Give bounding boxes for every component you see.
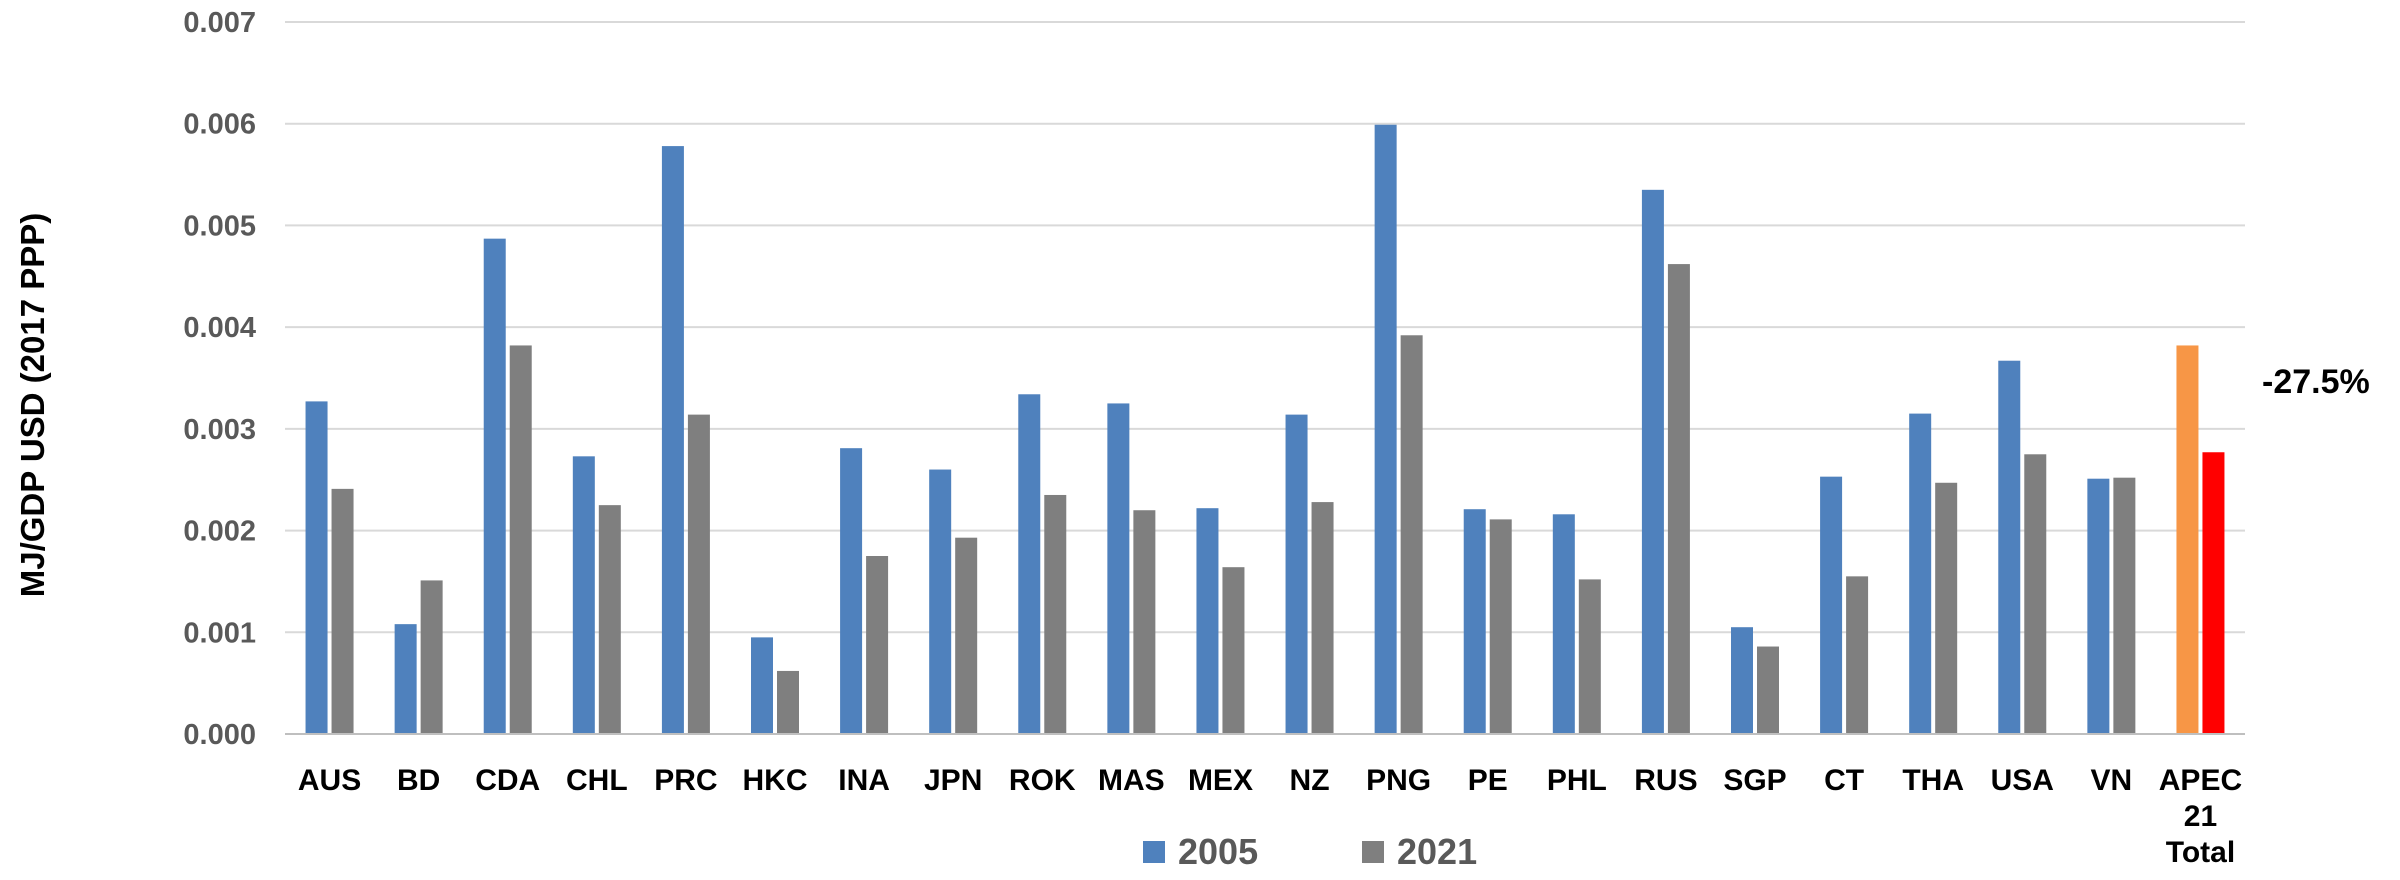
bar-2005-mas <box>1107 403 1130 734</box>
bar-2021-nz <box>1311 502 1334 734</box>
bar-2005-apec-21-total <box>2176 345 2199 734</box>
x-tick-label: THA <box>1902 764 1964 797</box>
bar-2021-cda <box>509 345 532 734</box>
x-tick-label: CHL <box>566 764 628 797</box>
x-tick-label: PRC <box>654 764 717 797</box>
x-tick-label: PE <box>1468 764 1508 797</box>
x-tick-label: PNG <box>1366 764 1431 797</box>
x-tick-label: CDA <box>475 764 540 797</box>
bar-2021-prc <box>687 414 710 734</box>
bar-2021-png <box>1400 335 1423 734</box>
bar-2005-mex <box>1196 508 1219 734</box>
bar-2005-ina <box>840 448 863 734</box>
x-tick-label: MEX <box>1188 764 1253 797</box>
bar-2005-prc <box>661 146 684 734</box>
bar-2021-bd <box>420 580 443 734</box>
bar-2021-usa <box>2024 454 2047 734</box>
y-axis-ticks: 0.000 0.001 0.002 0.003 0.004 0.005 0.006 0.007 <box>183 7 256 751</box>
bar-2005-rok <box>1018 394 1041 734</box>
bar-2005-pe <box>1463 509 1486 734</box>
legend: 2005 2021 <box>1143 831 1477 872</box>
x-axis-category-labels: AUS BD CDA CHL PRC HKC INA JPN ROK MAS MEX NZ PNG PE P… <box>298 764 2242 869</box>
y-tick-label: 0.000 <box>183 719 256 751</box>
x-tick-label: CT <box>1824 764 1864 797</box>
bar-2021-ina <box>866 556 889 734</box>
x-tick-label: RUS <box>1634 764 1697 797</box>
legend-swatch-2005 <box>1143 841 1165 863</box>
bar-2021-mex <box>1222 567 1245 734</box>
bars <box>305 124 2225 735</box>
annotations: -27.5% <box>2262 363 2370 401</box>
y-axis-label: MJ/GDP USD (2017 PPP) <box>14 213 51 598</box>
legend-label-2021: 2021 <box>1397 831 1477 872</box>
bar-2005-nz <box>1285 414 1308 734</box>
bar-2021-apec-21-total <box>2202 452 2225 734</box>
x-tick-label: PHL <box>1547 764 1607 797</box>
bar-2005-hkc <box>751 637 773 734</box>
bar-2005-phl <box>1552 514 1575 734</box>
bar-2005-tha <box>1909 413 1932 734</box>
bar-2021-hkc <box>777 670 799 734</box>
bar-2005-jpn <box>929 469 952 734</box>
x-tick-label: APEC 21 Total <box>2159 764 2242 869</box>
x-tick-label: HKC <box>743 764 808 797</box>
legend-label-2005: 2005 <box>1178 831 1258 872</box>
bar-2021-ct <box>1846 576 1869 734</box>
x-tick-label: SGP <box>1723 764 1786 797</box>
bar-2021-mas <box>1133 510 1156 734</box>
bar-2005-rus <box>1641 189 1664 735</box>
bar-2005-cda <box>483 238 506 734</box>
bar-2005-usa <box>1998 360 2021 734</box>
x-tick-label: USA <box>1991 764 2054 797</box>
x-tick-label: INA <box>838 764 890 797</box>
bar-2021-tha <box>1935 482 1958 734</box>
y-tick-label: 0.002 <box>183 516 256 548</box>
bar-2021-vn <box>2113 477 2136 734</box>
x-tick-label: AUS <box>298 764 361 797</box>
x-tick-label: JPN <box>924 764 982 797</box>
bar-2005-sgp <box>1731 627 1753 734</box>
bar-2021-pe <box>1489 519 1512 734</box>
y-tick-label: 0.003 <box>183 414 256 446</box>
x-tick-label: MAS <box>1098 764 1165 797</box>
bar-2021-jpn <box>955 537 978 734</box>
bar-2005-vn <box>2087 478 2110 734</box>
bar-2021-phl <box>1578 579 1601 734</box>
bar-2005-aus <box>305 401 328 734</box>
bar-2021-rus <box>1667 264 1690 734</box>
x-tick-label: NZ <box>1290 764 1330 797</box>
bar-2005-bd <box>394 624 417 734</box>
bar-2021-chl <box>598 505 621 734</box>
y-tick-label: 0.001 <box>183 617 256 649</box>
annotation-label: -27.5% <box>2262 363 2370 401</box>
x-tick-label: VN <box>2091 764 2133 797</box>
bar-2005-chl <box>572 456 595 734</box>
bar-2005-ct <box>1820 476 1843 734</box>
y-tick-label: 0.006 <box>183 109 256 141</box>
y-tick-label: 0.007 <box>183 7 256 39</box>
bar-2021-aus <box>331 488 354 734</box>
x-tick-label: BD <box>397 764 440 797</box>
bar-2021-sgp <box>1757 646 1779 734</box>
y-tick-label: 0.005 <box>183 210 256 242</box>
bar-2005-png <box>1374 124 1397 734</box>
x-tick-label: ROK <box>1009 764 1076 797</box>
y-tick-label: 0.004 <box>183 312 256 344</box>
bar-2021-rok <box>1044 494 1067 734</box>
legend-swatch-2021 <box>1362 841 1384 863</box>
